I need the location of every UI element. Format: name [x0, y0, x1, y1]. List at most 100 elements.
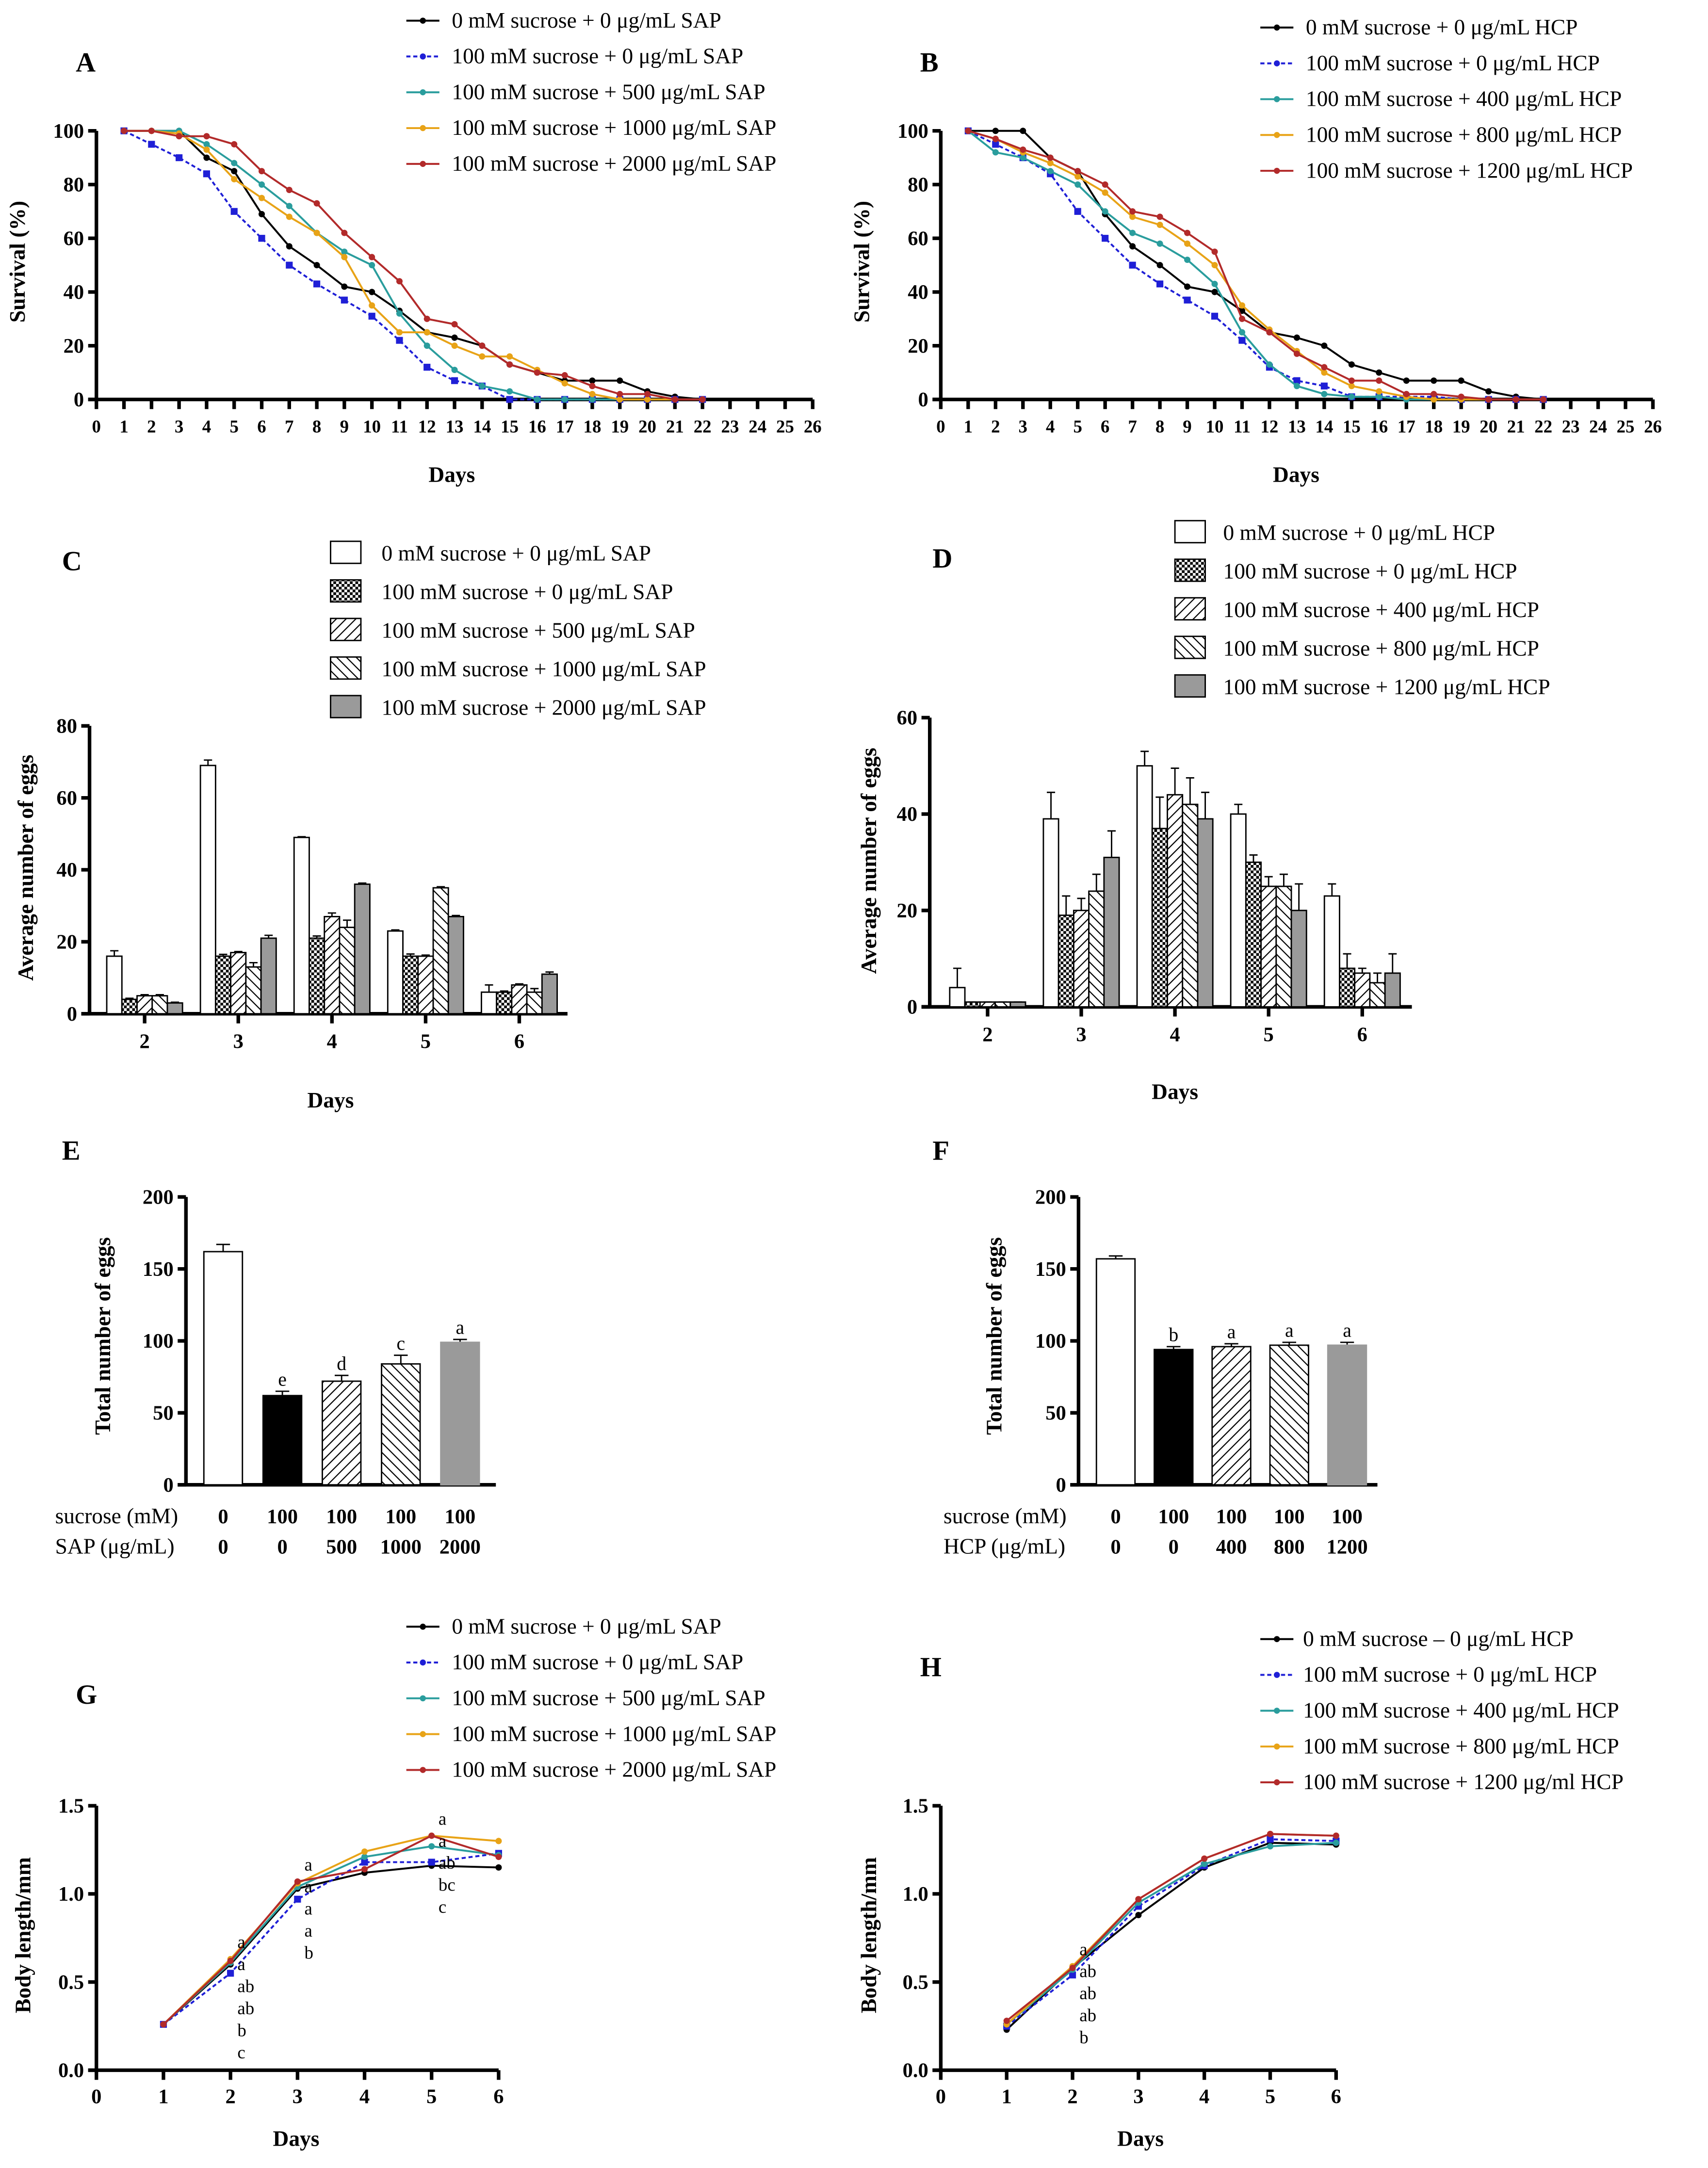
x-tick-label: 0	[936, 417, 945, 437]
y-tick-label: 0	[163, 1474, 173, 1497]
data-point	[1293, 383, 1300, 390]
data-point	[231, 176, 238, 182]
y-axis-label: Body length/mm	[857, 1857, 881, 2013]
y-tick-label: 40	[908, 281, 928, 304]
data-point	[1348, 383, 1355, 390]
x-tick-label: 4	[1170, 1023, 1180, 1046]
bar	[417, 955, 434, 1015]
y-tick-label: 20	[908, 335, 928, 358]
data-point	[203, 133, 210, 140]
data-point	[1047, 168, 1054, 175]
group-row-value: 0	[1110, 1536, 1121, 1559]
y-tick-label: 0.0	[903, 2059, 928, 2082]
data-point	[589, 383, 596, 390]
data-point	[1540, 396, 1547, 403]
data-point	[506, 388, 513, 395]
bar	[1339, 967, 1356, 1008]
data-point	[451, 366, 458, 374]
significance-letter: a	[305, 1899, 312, 1919]
legend-swatch	[1174, 597, 1206, 621]
legend-swatch	[1174, 636, 1206, 659]
legend-label: 100 mM sucrose + 0 μg/mL SAP	[382, 580, 673, 604]
significance-letter: c	[396, 1333, 405, 1354]
y-tick-label: 60	[908, 227, 928, 250]
data-point	[506, 396, 513, 403]
legend-label: 100 mM sucrose + 0 μg/mL HCP	[1223, 559, 1517, 583]
x-tick-label: 23	[721, 417, 739, 437]
data-point	[589, 377, 596, 384]
bar	[1275, 885, 1292, 1008]
data-point	[1069, 1965, 1076, 1972]
bar	[309, 937, 325, 1015]
x-tick-label: 0	[936, 2086, 946, 2108]
x-tick-label: 22	[694, 417, 712, 437]
data-point	[1047, 160, 1054, 166]
data-point	[121, 128, 128, 134]
y-axis-label: Survival (%)	[850, 201, 874, 323]
data-point	[258, 235, 265, 242]
legend-swatch	[330, 656, 362, 680]
y-tick-label: 40	[897, 803, 918, 826]
x-tick-label: 3	[1133, 2086, 1143, 2108]
x-tick-label: 0	[92, 417, 101, 437]
series-line	[163, 1845, 499, 2025]
legend-swatch	[1174, 558, 1206, 582]
x-tick-label: 1	[158, 2086, 168, 2108]
data-point	[1102, 189, 1108, 196]
significance-letter: a	[1343, 1320, 1351, 1341]
significance-letter: a	[1227, 1321, 1236, 1343]
bar	[199, 765, 216, 1015]
bar	[1095, 1258, 1136, 1486]
data-point	[1020, 128, 1026, 134]
data-point	[203, 170, 211, 178]
bar	[1245, 861, 1262, 1008]
data-point	[1135, 1896, 1142, 1903]
legend-swatch	[330, 540, 362, 564]
data-point	[286, 203, 293, 210]
x-tick-label: 9	[1183, 417, 1191, 437]
legend-label: 100 mM sucrose + 1000 μg/mL SAP	[382, 657, 706, 681]
bar	[324, 916, 341, 1015]
data-point	[258, 195, 265, 201]
data-point	[231, 168, 238, 175]
bar	[1136, 765, 1153, 1008]
legend-label: 100 mM sucrose + 1000 μg/mL SAP	[452, 115, 776, 140]
data-point	[1020, 154, 1026, 161]
series-line	[1006, 1833, 1336, 2022]
x-tick-label: 2	[991, 417, 1000, 437]
panel-c: C 0 20 40 60 80 Average number of eggs Days 2 3 4 5…	[14, 540, 706, 1112]
significance-letter: a	[305, 1921, 312, 1940]
data-point	[1020, 146, 1026, 153]
y-tick-label: 50	[153, 1402, 174, 1425]
x-tick-label: 4	[327, 1030, 337, 1053]
legend-label: 0 mM sucrose + 0 μg/mL SAP	[452, 8, 721, 33]
data-point	[589, 391, 596, 397]
data-point	[561, 372, 568, 379]
y-tick-label: 80	[56, 715, 77, 737]
data-point	[617, 396, 623, 403]
bar	[260, 937, 277, 1015]
data-point	[227, 1957, 234, 1964]
legend-label: 100 mM sucrose + 0 μg/mL SAP	[452, 44, 743, 68]
bar	[293, 836, 310, 1015]
legend-marker	[1273, 1743, 1280, 1750]
data-point	[396, 278, 403, 285]
legend-marker	[1273, 60, 1280, 66]
x-tick-label: 6	[257, 417, 266, 437]
significance-letter: b	[305, 1943, 313, 1963]
legend-label: 100 mM sucrose + 400 μg/mL HCP	[1223, 598, 1539, 622]
data-point	[1129, 208, 1136, 215]
x-tick-label: 3	[175, 417, 183, 437]
significance-letter: c	[439, 1897, 446, 1917]
data-point	[451, 334, 458, 341]
data-point	[428, 1832, 435, 1839]
x-tick-label: 16	[1370, 417, 1388, 437]
y-tick-label: 0	[907, 996, 917, 1019]
data-point	[1348, 361, 1355, 368]
data-point	[1376, 369, 1383, 376]
significance-letter: a	[1079, 1939, 1087, 1959]
x-tick-label: 7	[285, 417, 293, 437]
group-row-value: 100	[1158, 1505, 1189, 1528]
bar	[1384, 972, 1401, 1008]
